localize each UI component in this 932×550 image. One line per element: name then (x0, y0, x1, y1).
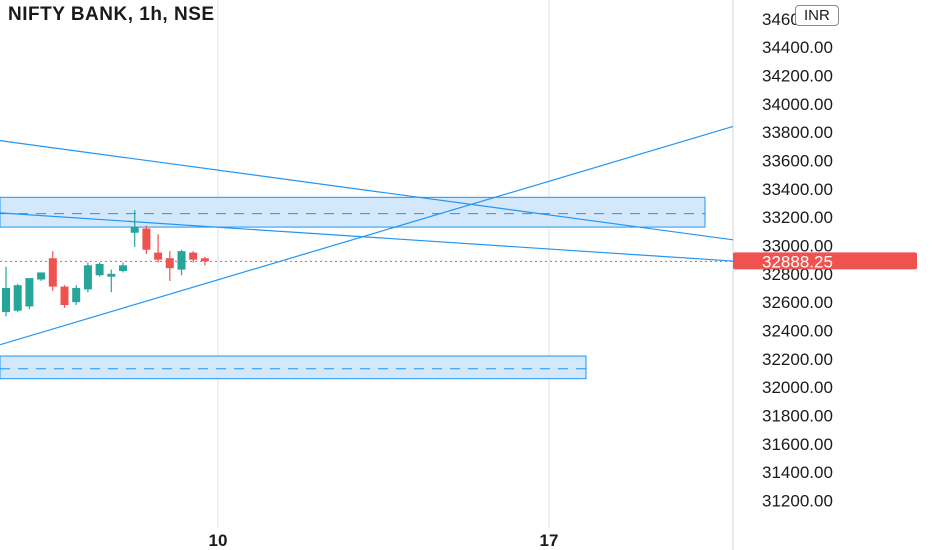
candle (2, 266, 10, 317)
candle (130, 210, 139, 247)
candle-body (48, 258, 57, 287)
candle-body (37, 272, 46, 280)
currency-badge[interactable]: INR (795, 5, 839, 26)
trendline (0, 212, 734, 262)
candle (60, 285, 69, 308)
time-tick-label: 10 (209, 531, 228, 550)
trendline (0, 140, 734, 241)
candle (119, 262, 127, 273)
candle (107, 269, 116, 293)
candle-body (165, 258, 174, 269)
price-tick-label: 31800.00 (762, 407, 833, 426)
candle (25, 278, 34, 310)
grid-layer (217, 0, 734, 550)
price-tick-label: 32800.00 (762, 265, 833, 284)
price-tick-label: 31600.00 (762, 435, 833, 454)
candle-body (95, 263, 104, 276)
price-tick-label: 34200.00 (762, 66, 833, 85)
candle (154, 234, 163, 263)
candle (189, 251, 198, 263)
candle-layer (2, 210, 209, 317)
price-axis[interactable]: 31200.00 31400.00 31600.00 31800.00 32000.00… (733, 10, 917, 511)
chart-title: NIFTY BANK, 1h, NSE (8, 4, 215, 25)
price-tick-label: 32600.00 (762, 293, 833, 312)
candle (83, 262, 92, 293)
price-tick-label: 31400.00 (762, 463, 833, 482)
zone-rect (0, 355, 587, 380)
candle (37, 272, 46, 281)
candle (165, 251, 174, 281)
candle-body (142, 228, 151, 250)
price-tick-label: 33800.00 (762, 123, 833, 142)
candle (13, 283, 22, 313)
price-tick-label: 32200.00 (762, 350, 833, 369)
candle-body (25, 278, 34, 307)
price-tick-label: 34400.00 (762, 38, 833, 57)
price-tick-label: 33000.00 (762, 237, 833, 256)
price-tick-label: 31200.00 (762, 492, 833, 511)
candle-body (60, 286, 69, 306)
candle-body (2, 288, 10, 313)
candle-body (189, 252, 198, 260)
trendline (0, 125, 734, 346)
candle-body (200, 258, 209, 262)
candle (142, 225, 151, 255)
last-price-tag (733, 252, 917, 270)
last-price-label: 32888.25 (762, 252, 833, 271)
price-tick-label: 32400.00 (762, 322, 833, 341)
trendline-layer (0, 125, 734, 346)
candle-body (154, 252, 163, 260)
candle (95, 262, 104, 277)
candle-body (13, 285, 22, 311)
time-tick-label: 17 (540, 531, 559, 550)
zone-rect (0, 196, 706, 228)
candle-body (83, 265, 92, 290)
candle-body (119, 265, 127, 272)
candle (200, 256, 209, 266)
price-tick-label: 33200.00 (762, 208, 833, 227)
candle (177, 249, 186, 276)
candle-body (130, 227, 139, 233)
candle-body (107, 273, 116, 277)
candle-body (177, 251, 186, 270)
candle (72, 285, 81, 306)
price-tick-label: 34000.00 (762, 95, 833, 114)
candle-body (72, 288, 81, 303)
price-tick-label: 33600.00 (762, 151, 833, 170)
price-tick-label: 33400.00 (762, 180, 833, 199)
time-axis[interactable]: 10 17 (209, 531, 559, 550)
zone-layer (0, 196, 706, 380)
price-tick-label: 32000.00 (762, 378, 833, 397)
candle (48, 251, 57, 291)
